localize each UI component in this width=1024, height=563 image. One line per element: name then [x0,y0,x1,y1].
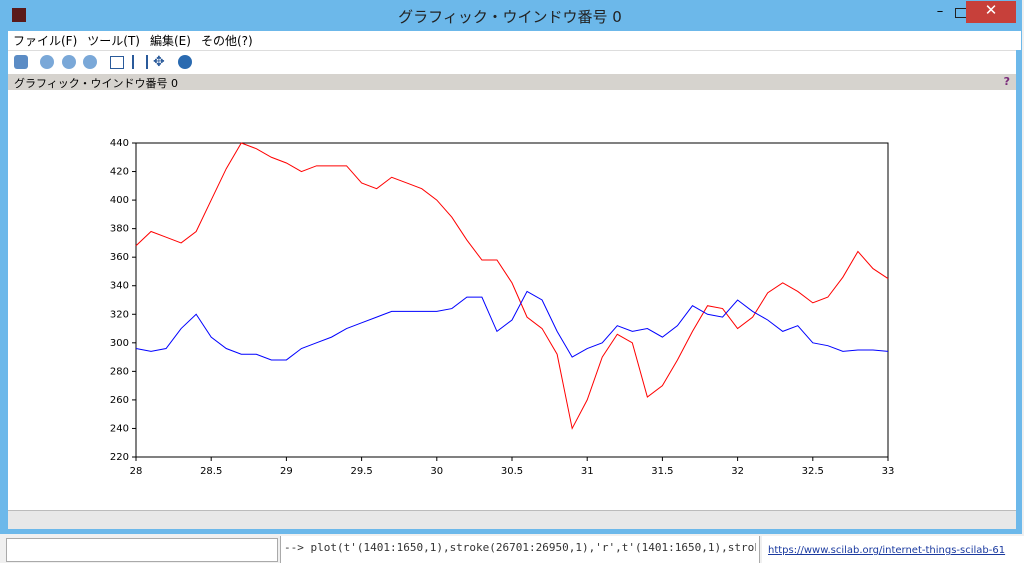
menu-item[interactable]: その他(?) [200,34,253,48]
tool-icon[interactable] [40,55,54,69]
left-panel [6,538,278,562]
console-panel [280,536,760,563]
app-icon [12,8,26,22]
menu-item[interactable]: ファイル(F) [13,34,78,48]
window-title: グラフィック・ウインドウ番号 0 [398,8,622,26]
tool-icon[interactable] [110,56,124,69]
tool-icon[interactable] [83,55,97,69]
x-tick-label: 28.5 [200,466,222,477]
minimize-button[interactable]: – [936,4,944,19]
y-tick-label: 360 [110,252,129,263]
y-tick-label: 220 [110,452,129,463]
toolbar: ✥ [8,50,1016,74]
x-tick-label: 30 [430,466,443,477]
console-command: --> plot(t'(1401:1650,1),stroke(26701:26… [284,541,756,554]
subheader-title: グラフィック・ウインドウ番号 0 [14,77,179,90]
y-tick-label: 260 [110,395,129,406]
canvas-bg [8,90,1016,510]
y-tick-label: 280 [110,366,129,377]
series-line [135,290,889,361]
tool-icon[interactable]: ✥ [153,54,165,70]
y-tick-label: 300 [110,338,129,349]
x-tick-label: 30.5 [501,466,523,477]
help-icon[interactable] [178,55,192,69]
x-tick-label: 32 [731,466,744,477]
menu-bar: ファイル(F) ツール(T) 編集(E) その他(?) [8,31,1021,50]
close-button[interactable]: ✕ [966,1,1016,23]
x-tick-label: 33 [882,466,895,477]
status-bar [8,510,1016,529]
menu-item[interactable]: 編集(E) [149,34,191,48]
x-tick-label: 29.5 [350,466,372,477]
tool-icon[interactable] [132,55,148,69]
y-tick-label: 440 [110,138,129,149]
x-tick-label: 29 [280,466,293,477]
plot-canvas: 220 240 260 280 300 320 340 360 380 400 420 440 28 28… [8,90,1016,510]
y-tick-label: 320 [110,309,129,320]
news-link[interactable]: https://www.scilab.org/internet-things-s… [768,545,1006,556]
y-tick-label: 240 [110,423,129,434]
x-tick-label: 31 [581,466,594,477]
menu-item[interactable]: ツール(T) [87,34,140,48]
tool-icon[interactable] [62,55,76,69]
y-tick-label: 420 [110,167,129,178]
y-tick-label: 340 [110,281,129,292]
subheader-help[interactable]: ? [1003,75,1010,88]
tool-icon[interactable] [14,55,28,69]
y-tick-label: 400 [110,195,129,206]
y-tick-label: 380 [110,224,129,235]
subheader: グラフィック・ウインドウ番号 0 ? [8,74,1016,90]
series-line [135,142,889,430]
news-panel [762,536,1024,563]
x-tick-label: 28 [130,466,143,477]
x-tick-label: 32.5 [802,466,824,477]
x-tick-label: 31.5 [651,466,673,477]
